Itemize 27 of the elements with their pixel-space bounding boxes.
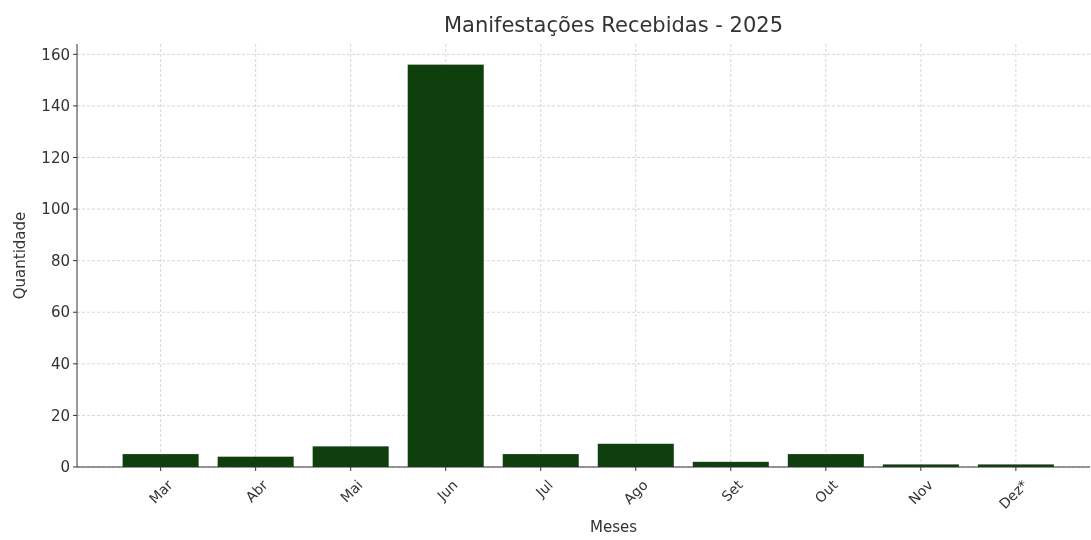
x-tick-label: Mar [145, 476, 176, 507]
bar [407, 64, 484, 467]
x-tick-label: Ago [620, 476, 651, 508]
x-tick-label: Jun [433, 476, 461, 505]
y-tick-label: 40 [50, 355, 70, 374]
y-tick-label: 20 [50, 406, 70, 425]
bar [502, 454, 579, 467]
x-tick-label: Out [811, 476, 842, 506]
y-tick-label: 140 [41, 97, 70, 116]
chart-title: Manifestações Recebidas - 2025 [443, 13, 784, 37]
y-tick-label: 60 [50, 303, 70, 322]
bar [787, 454, 864, 467]
y-tick-label: 0 [60, 458, 70, 477]
bar [312, 446, 389, 467]
x-axis-title: Meses [589, 518, 638, 536]
bar [597, 443, 674, 467]
y-tick-label: 120 [41, 148, 70, 167]
y-tick-label: 80 [50, 251, 70, 270]
x-tick-label: Abr [242, 476, 271, 506]
y-axis-title: Quantidade [11, 211, 29, 300]
x-tick-label: Jul [531, 476, 556, 501]
x-tick-label: Mai [337, 476, 366, 506]
bar [122, 454, 199, 467]
y-tick-label: 100 [41, 200, 70, 219]
y-tick-label: 160 [41, 45, 70, 64]
x-tick-label: Set [718, 476, 747, 505]
x-tick-label: Nov [905, 476, 936, 508]
